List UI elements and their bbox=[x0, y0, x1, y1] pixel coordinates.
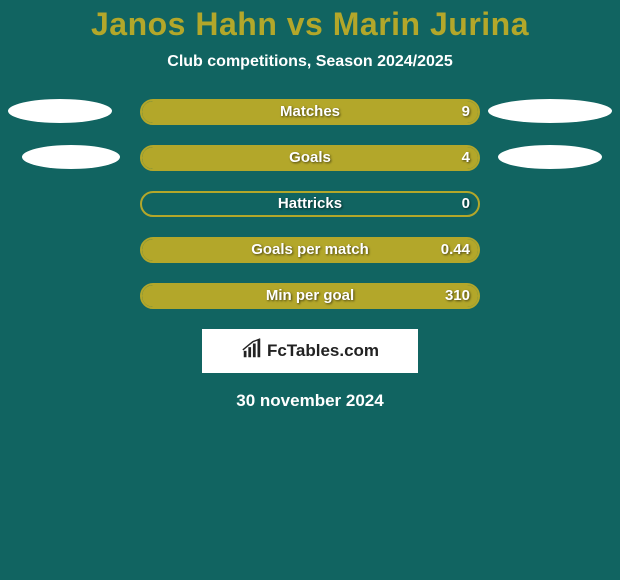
stat-value: 0 bbox=[462, 191, 470, 217]
stat-value: 9 bbox=[462, 99, 470, 125]
bar-chart-icon-svg bbox=[241, 338, 263, 360]
stat-label: Goals bbox=[140, 145, 480, 171]
stat-label: Min per goal bbox=[140, 283, 480, 309]
stat-label: Goals per match bbox=[140, 237, 480, 263]
decorative-oval bbox=[488, 99, 612, 123]
stat-value: 310 bbox=[445, 283, 470, 309]
brand-box: FcTables.com bbox=[202, 329, 418, 373]
brand-text: FcTables.com bbox=[267, 341, 379, 361]
decorative-oval bbox=[498, 145, 602, 169]
stat-row: Goals per match0.44 bbox=[0, 237, 620, 263]
stats-area: Matches9Goals4Hattricks0Goals per match0… bbox=[0, 99, 620, 309]
stat-row: Min per goal310 bbox=[0, 283, 620, 309]
page-title: Janos Hahn vs Marin Jurina bbox=[0, 0, 620, 43]
stat-label: Hattricks bbox=[140, 191, 480, 217]
stat-label: Matches bbox=[140, 99, 480, 125]
stat-value: 0.44 bbox=[441, 237, 470, 263]
footer-date: 30 november 2024 bbox=[0, 391, 620, 411]
decorative-oval bbox=[8, 99, 112, 123]
decorative-oval bbox=[22, 145, 120, 169]
stat-value: 4 bbox=[462, 145, 470, 171]
page-subtitle: Club competitions, Season 2024/2025 bbox=[0, 53, 620, 71]
bar-chart-icon bbox=[241, 338, 263, 365]
stat-row: Hattricks0 bbox=[0, 191, 620, 217]
